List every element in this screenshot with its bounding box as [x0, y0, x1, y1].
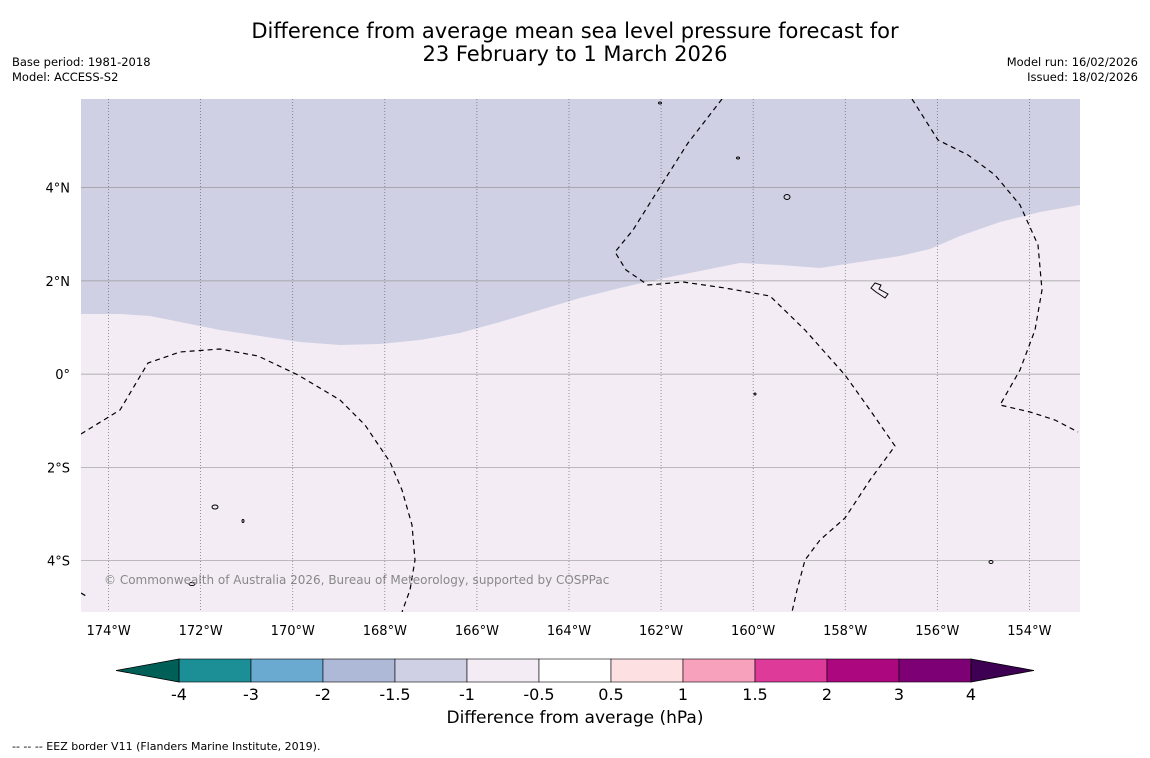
longitude-label: 170°W [271, 624, 315, 639]
colorbar-bin [178, 658, 252, 683]
colorbar-low-extend [115, 658, 180, 683]
colorbar-bin [250, 658, 324, 683]
colorbar-bins [178, 658, 972, 683]
metadata-left: Base period: 1981-2018 Model: ACCESS-S2 [12, 55, 151, 85]
island-small-1 [783, 194, 791, 200]
colorbar-bin [466, 658, 540, 683]
colorbar-tick-label: -2 [315, 685, 331, 700]
colorbar-tick-label: -1 [459, 685, 475, 700]
colorbar-tick-label: -4 [171, 685, 187, 700]
colorbar-tick-label: 0.5 [598, 685, 623, 700]
map-title-line-2: 23 February to 1 March 2026 [422, 42, 728, 66]
anomaly-region-minus1.5-to-minus1 [81, 99, 1080, 345]
colorbar-tick-label: 1 [678, 685, 688, 700]
colorbar-tick-label: 2 [822, 685, 832, 700]
latitude-label: 0° [55, 368, 70, 383]
longitude-label: 172°W [179, 624, 223, 639]
colorbar-high-extend [970, 658, 1035, 683]
colorbar-bin [682, 658, 756, 683]
longitude-label: 162°W [639, 624, 683, 639]
island-kiritimati [870, 282, 889, 299]
colorbar-bin [394, 658, 468, 683]
colorbar-tick-label: 3 [894, 685, 904, 700]
eez-footnote: -- -- -- EEZ border V11 (Flanders Marine… [12, 740, 321, 753]
eez-borders [81, 99, 1079, 612]
colorbar-tick-label: -3 [243, 685, 259, 700]
latitude-label: 4°N [46, 182, 71, 197]
island-small-4 [988, 560, 994, 564]
map-title-line-1: Difference from average mean sea level p… [251, 19, 899, 43]
issued-date-label: Issued: 18/02/2026 [1027, 70, 1138, 84]
colorbar-bin [322, 658, 396, 683]
longitude-label: 158°W [823, 624, 867, 639]
eez-border-line-islands-west [614, 99, 896, 612]
base-period-label: Base period: 1981-2018 [12, 55, 151, 69]
island-small-3 [188, 582, 196, 586]
island-small-7 [241, 519, 245, 523]
colorbar-tick-label: 1.5 [742, 685, 767, 700]
longitude-label: 160°W [731, 624, 775, 639]
colorbar: -4 -3 -2 -1.5 -1 -0.5 0.5 1 1.5 2 3 4 [115, 658, 1035, 700]
longitude-label: 164°W [547, 624, 591, 639]
model-run-label: Model run: 16/02/2026 [1006, 55, 1138, 69]
longitude-label: 156°W [915, 624, 959, 639]
latitude-tick-labels: 4°N 2°N 0° 2°S 4°S [46, 182, 71, 570]
longitude-label: 168°W [363, 624, 407, 639]
colorbar-tick-label: -0.5 [523, 685, 554, 700]
latitude-label: 4°S [47, 555, 70, 570]
map-plot-area: © Commonwealth of Australia 2026, Bureau… [81, 99, 1080, 612]
eez-border-fragment-sw [81, 592, 87, 597]
eez-border-line-islands-east [911, 99, 1079, 433]
model-label: Model: ACCESS-S2 [12, 70, 119, 84]
copyright-notice: © Commonwealth of Australia 2026, Bureau… [104, 573, 609, 587]
colorbar-tick-label: -1.5 [379, 685, 410, 700]
colorbar-bin [538, 658, 612, 683]
island-small-2 [211, 504, 219, 510]
longitude-tick-labels: 174°W 172°W 170°W 168°W 166°W 164°W 162°W 160°W… [87, 624, 1052, 639]
colorbar-title: Difference from average (hPa) [446, 708, 704, 728]
latitude-label: 2°S [47, 461, 70, 476]
colorbar-bin [826, 658, 900, 683]
graticule [81, 99, 1080, 612]
island-small-8 [753, 392, 757, 396]
island-small-5 [658, 101, 662, 105]
island-outlines [188, 101, 994, 586]
longitude-label: 154°W [1007, 624, 1051, 639]
metadata-right: Model run: 16/02/2026 Issued: 18/02/2026 [1007, 55, 1138, 85]
latitude-label: 2°N [46, 275, 71, 290]
colorbar-tick-label: 4 [966, 685, 976, 700]
longitude-label: 166°W [455, 624, 499, 639]
longitude-label: 174°W [87, 624, 131, 639]
colorbar-bin [754, 658, 828, 683]
island-small-6 [736, 156, 740, 160]
colorbar-bin [898, 658, 972, 683]
colorbar-bin [610, 658, 684, 683]
eez-border-kiribati-phoenix [81, 348, 416, 612]
pressure-anomaly-map: © Commonwealth of Australia 2026, Bureau… [46, 99, 1080, 700]
colorbar-tick-labels: -4 -3 -2 -1.5 -1 -0.5 0.5 1 1.5 2 3 4 [171, 685, 976, 700]
